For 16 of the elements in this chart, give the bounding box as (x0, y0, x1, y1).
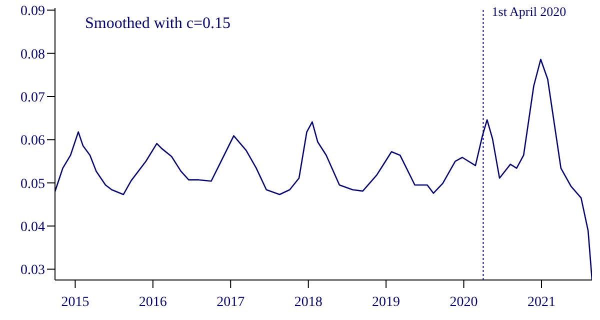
y-tick-label: 0.06 (20, 134, 45, 149)
ref-line-label: 1st April 2020 (492, 4, 566, 20)
y-tick-label: 0.04 (20, 220, 45, 235)
x-tick-label: 2017 (216, 294, 245, 310)
y-tick-label: 0.09 (20, 4, 45, 20)
x-tick-label: 2019 (372, 294, 400, 310)
x-tick-label: 2021 (527, 294, 556, 310)
x-tick-label: 2020 (450, 294, 478, 310)
y-tick-label: 0.03 (20, 263, 45, 278)
y-tick-label: 0.08 (20, 47, 45, 62)
y-tick-label: 0.05 (20, 176, 45, 192)
annotation: Smoothed with c=0.15 (85, 15, 230, 32)
x-tick-label: 2018 (294, 294, 322, 310)
y-tick-label: 0.07 (20, 90, 45, 106)
x-tick-label: 2016 (138, 294, 167, 310)
x-tick-label: 2015 (61, 294, 90, 310)
